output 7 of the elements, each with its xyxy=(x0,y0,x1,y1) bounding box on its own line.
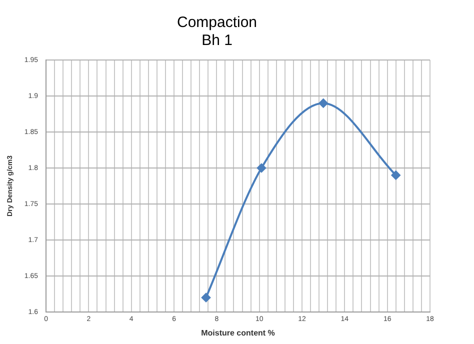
chart-title: Compaction xyxy=(176,14,258,32)
point xyxy=(202,293,211,302)
point xyxy=(391,170,400,180)
point xyxy=(256,164,266,172)
point xyxy=(318,98,328,108)
chart-subtitle: Bh 1 xyxy=(202,32,232,50)
x-axis-title: Moisture content % xyxy=(201,328,275,338)
